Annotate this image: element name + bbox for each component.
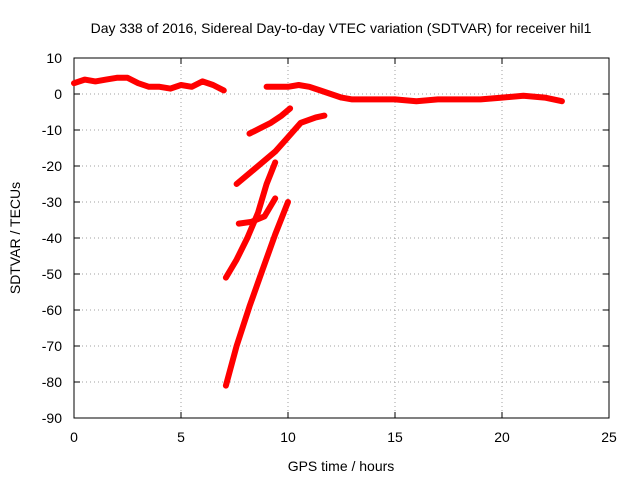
grid-lines: [74, 58, 609, 418]
y-tick-label: -30: [42, 194, 62, 210]
y-tick-label: -60: [42, 302, 62, 318]
y-tick-label: -80: [42, 374, 62, 390]
axis-ticks: [73, 57, 610, 419]
y-tick-label: -40: [42, 230, 62, 246]
chart-title: Day 338 of 2016, Sidereal Day-to-day VTE…: [91, 20, 592, 36]
series-arc-7: [222, 199, 291, 389]
x-axis-label: GPS time / hours: [288, 458, 395, 474]
x-tick-label: 20: [494, 429, 510, 445]
x-tick-label: 25: [601, 429, 617, 445]
series-arc-3: [246, 105, 294, 137]
x-tick-label: 0: [70, 429, 78, 445]
series-arc-2: [263, 82, 565, 105]
series-arc-6: [222, 159, 279, 281]
y-tick-label: -90: [42, 410, 62, 426]
x-tick-label: 5: [177, 429, 185, 445]
x-tick-label: 10: [280, 429, 296, 445]
series-arc-4: [233, 112, 328, 187]
data-series: [71, 74, 565, 389]
y-tick-label: -20: [42, 158, 62, 174]
y-tick-label: -70: [42, 338, 62, 354]
x-tick-label: 15: [387, 429, 403, 445]
series-arc-1: [71, 74, 227, 94]
y-axis-label: SDTVAR / TECUs: [7, 182, 23, 294]
y-tick-label: 0: [54, 86, 62, 102]
y-tick-label: 10: [46, 50, 62, 66]
y-tick-label: -10: [42, 122, 62, 138]
y-tick-label: -50: [42, 266, 62, 282]
tick-labels: 0 5 10 15 20 25 10 0 -10 -20 -30 -40 -50 -60 -70 -80 -90: [42, 50, 617, 445]
